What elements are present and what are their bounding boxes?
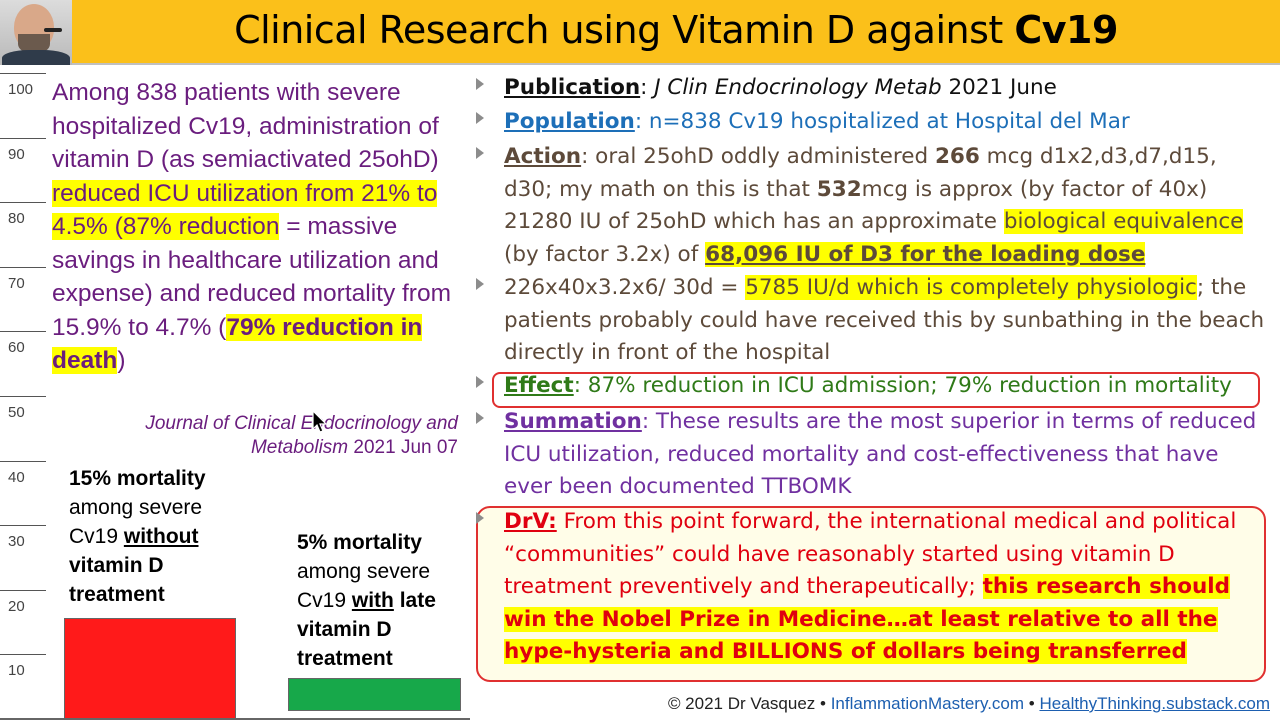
action-label: Action <box>504 144 582 169</box>
bullet-action: Action: oral 25ohD oddly administered 26… <box>472 141 1268 271</box>
bullet-arrow-icon <box>476 147 484 159</box>
mortality-bar-with-vitamin-d <box>288 678 461 711</box>
summation-label: Summation <box>504 409 642 434</box>
axis-tick-label: 80 <box>8 210 25 228</box>
axis-tick-line <box>0 331 46 333</box>
action-dose: 266 <box>934 144 980 169</box>
mouse-cursor-icon <box>312 410 328 433</box>
axis-tick-line <box>0 654 46 656</box>
axis-tick-label: 40 <box>8 468 25 486</box>
axis-tick-label: 100 <box>8 81 34 98</box>
summary-text-1: Among 838 patients with severe hospitali… <box>52 79 439 173</box>
inflammation-mastery-link[interactable]: InflammationMastery.com <box>830 694 1025 713</box>
axis-tick-line <box>0 202 46 204</box>
action-text-2: mcg d1x2,d3,d7,d15, d30; my math on this… <box>504 144 1217 202</box>
axis-tick-line <box>0 589 46 591</box>
axis-tick-line <box>0 525 46 527</box>
summary-text-2: = massive savings in healthcare utilizat… <box>52 213 451 341</box>
axis-tick-line <box>0 266 46 268</box>
bullet-arrow-icon <box>476 376 484 388</box>
citation-journal: Journal of Clinical Endocrinology and Me… <box>145 413 458 458</box>
bar2-caption-bold: 5% mortality <box>297 531 422 554</box>
axis-tick-label: 10 <box>8 662 25 680</box>
left-panel: 100 90 80 70 60 50 40 30 20 10 Among 838 patients… <box>0 66 470 720</box>
effect-box <box>492 372 1260 408</box>
presenter-shirt <box>2 50 70 65</box>
bar1-caption-bold2: vitamin D treatment <box>69 554 165 606</box>
bar1-caption: 15% mortality among severe Cv19 without … <box>69 464 239 609</box>
axis-tick-label: 90 <box>8 145 25 163</box>
bullet-arrow-icon <box>476 278 484 290</box>
axis-tick-label: 50 <box>8 404 25 421</box>
bullet-arrow-icon <box>476 112 484 124</box>
axis-tick-line <box>0 396 46 397</box>
journal-citation: Journal of Clinical Endocrinology and Me… <box>100 412 458 460</box>
bullet-calculation: 226x40x3.2x6/ 30d = 5785 IU/d which is c… <box>472 272 1268 370</box>
footer-copyright: © 2021 Dr Vasquez • <box>667 694 831 713</box>
publication-label: Publication <box>504 75 641 100</box>
drv-label: DrV: <box>504 509 557 534</box>
summary-text-3: ) <box>117 347 126 374</box>
bar2-caption-bold2: late vitamin D treatment <box>297 589 436 670</box>
presenter-webcam <box>0 0 72 65</box>
bullet-arrow-icon <box>476 412 484 424</box>
calc-text-1: 226x40x3.2x6/ 30d = <box>504 275 746 300</box>
slide-title-bold: Cv19 <box>1014 8 1118 52</box>
chart-baseline <box>0 718 470 720</box>
bar1-caption-underline: without <box>123 525 199 548</box>
title-banner: Clinical Research using Vitamin D agains… <box>0 0 1280 65</box>
footer-separator: • <box>1024 694 1040 713</box>
bar2-caption-text: among severe Cv19 <box>297 560 431 612</box>
publication-journal: J Clin Endocrinology Metab <box>654 75 942 100</box>
slide-title-plain: Clinical Research using Vitamin D agains… <box>234 8 1015 52</box>
calc-highlight: 5785 IU/d which is completely physiologi… <box>745 275 1197 300</box>
bullet-publication: Publication: J Clin Endocrinology Metab … <box>472 72 1268 105</box>
healthy-thinking-link[interactable]: HealthyThinking.substack.com <box>1039 694 1270 713</box>
action-loading-dose: 68,096 IU of D3 for the loading dose <box>705 241 1146 267</box>
headset-mic <box>44 28 62 32</box>
bullet-drv: DrV: From this point forward, the intern… <box>472 506 1268 669</box>
summation-text: : These results are the most superior in… <box>504 409 1257 499</box>
population-text: : n=838 Cv19 hospitalized at Hospital de… <box>634 109 1130 134</box>
bullet-population: Population: n=838 Cv19 hospitalized at H… <box>472 106 1268 139</box>
effect-text: : 87% reduction in ICU admission; 79% re… <box>573 373 1232 398</box>
bar1-caption-text: among severe Cv19 <box>69 496 203 548</box>
axis-tick-label: 70 <box>8 274 25 292</box>
mortality-bar-without-vitamin-d <box>64 618 236 720</box>
calc-text-2: ; the patients probably could have recei… <box>504 275 1265 365</box>
bullet-effect: Effect: 87% reduction in ICU admission; … <box>472 370 1268 403</box>
drv-text: From this point forward, the internation… <box>504 509 1237 599</box>
bar2-caption-underline: with <box>351 589 394 612</box>
bullet-summation: Summation: These results are the most su… <box>472 406 1268 504</box>
action-total: 532 <box>816 176 862 202</box>
axis-tick-line <box>0 460 46 462</box>
action-highlight: biological equivalence <box>1003 209 1244 234</box>
axis-tick-label: 20 <box>8 597 25 615</box>
axis-tick-line <box>0 73 46 74</box>
right-panel: Publication: J Clin Endocrinology Metab … <box>472 66 1280 720</box>
presenter-beard <box>18 34 50 54</box>
bullet-arrow-icon <box>476 512 484 524</box>
footer-credits: © 2021 Dr Vasquez • InflammationMastery.… <box>668 694 1270 714</box>
axis-tick-label: 60 <box>8 339 25 357</box>
bar2-caption: 5% mortality among severe Cv19 with late… <box>297 528 467 673</box>
axis-tick-label: 30 <box>8 533 25 551</box>
slide-title: Clinical Research using Vitamin D agains… <box>72 8 1280 52</box>
action-text-1: : oral 25ohD oddly administered <box>581 144 935 169</box>
bullet-arrow-icon <box>476 78 484 90</box>
action-text-3: mcg is approx (by factor of 40x) 21280 I… <box>504 176 1208 235</box>
citation-date: 2021 Jun 07 <box>348 437 458 458</box>
left-summary: Among 838 patients with severe hospitali… <box>52 76 464 378</box>
population-label: Population <box>504 109 635 134</box>
action-text-4: (by factor 3.2x) of <box>504 241 706 267</box>
publication-date: 2021 June <box>941 75 1057 100</box>
effect-label: Effect <box>504 373 574 398</box>
bar1-caption-bold: 15% mortality <box>69 467 206 490</box>
axis-tick-line <box>0 137 46 139</box>
